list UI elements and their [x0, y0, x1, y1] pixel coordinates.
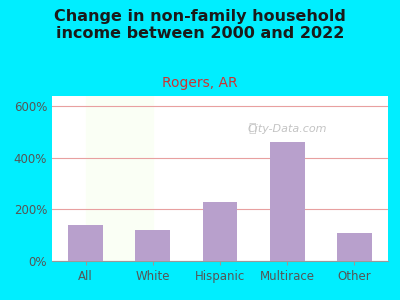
- Text: City-Data.com: City-Data.com: [248, 124, 327, 134]
- Text: ⓘ: ⓘ: [248, 122, 256, 136]
- Text: Rogers, AR: Rogers, AR: [162, 76, 238, 91]
- Bar: [202, 202, 238, 261]
- Bar: [135, 230, 170, 261]
- Bar: [337, 232, 372, 261]
- Text: Change in non-family household
income between 2000 and 2022: Change in non-family household income be…: [54, 9, 346, 41]
- Bar: [86, 0, 153, 261]
- Bar: [270, 142, 305, 261]
- Bar: [68, 225, 103, 261]
